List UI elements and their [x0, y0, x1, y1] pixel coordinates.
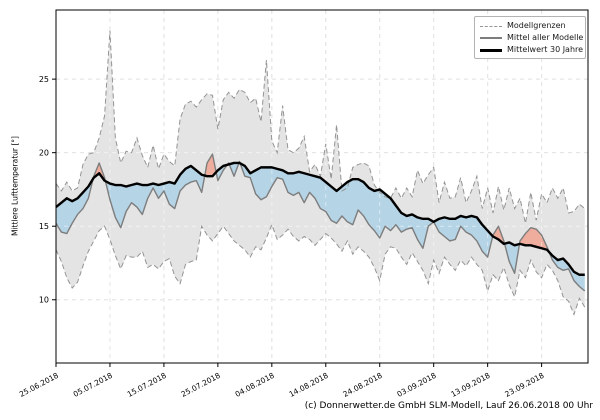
x-tick-label: 23.09.2018	[503, 371, 545, 399]
gray-line-swatch	[480, 37, 502, 39]
dashed-line-swatch	[480, 25, 502, 27]
x-tick-label: 15.07.2018	[126, 371, 168, 399]
y-axis-label: Mittlere Lufttemperatur [°]	[10, 136, 20, 236]
legend: Modellgrenzen Mittel aller Modelle Mitte…	[474, 16, 586, 59]
x-tick-label: 05.07.2018	[72, 371, 114, 399]
y-tick-label: 20	[39, 148, 49, 157]
legend-label: Modellgrenzen	[507, 21, 566, 30]
x-tick-label: 14.08.2018	[288, 371, 330, 399]
x-tick-label: 04.08.2018	[234, 371, 276, 399]
x-tick-label: 24.08.2018	[342, 371, 384, 399]
legend-label: Mittelwert 30 Jahre	[507, 45, 584, 54]
legend-item-mittel-aller-modelle: Mittel aller Modelle	[480, 33, 584, 43]
y-tick-label: 25	[39, 75, 49, 84]
x-tick-label: 03.09.2018	[395, 371, 437, 399]
x-tick-label: 25.07.2018	[180, 371, 222, 399]
x-tick-label: 25.06.2018	[18, 371, 60, 399]
legend-item-mittelwert-30-jahre: Mittelwert 30 Jahre	[480, 45, 584, 55]
x-tick-label: 13.09.2018	[449, 371, 491, 399]
y-tick-label: 15	[39, 222, 49, 231]
legend-item-modellgrenzen: Modellgrenzen	[480, 21, 580, 31]
legend-label: Mittel aller Modelle	[507, 33, 584, 42]
black-line-swatch	[480, 48, 502, 52]
y-tick-label: 10	[39, 296, 49, 305]
copyright-caption: (c) Donnerwetter.de GmbH SLM-Modell, Lau…	[304, 401, 593, 411]
